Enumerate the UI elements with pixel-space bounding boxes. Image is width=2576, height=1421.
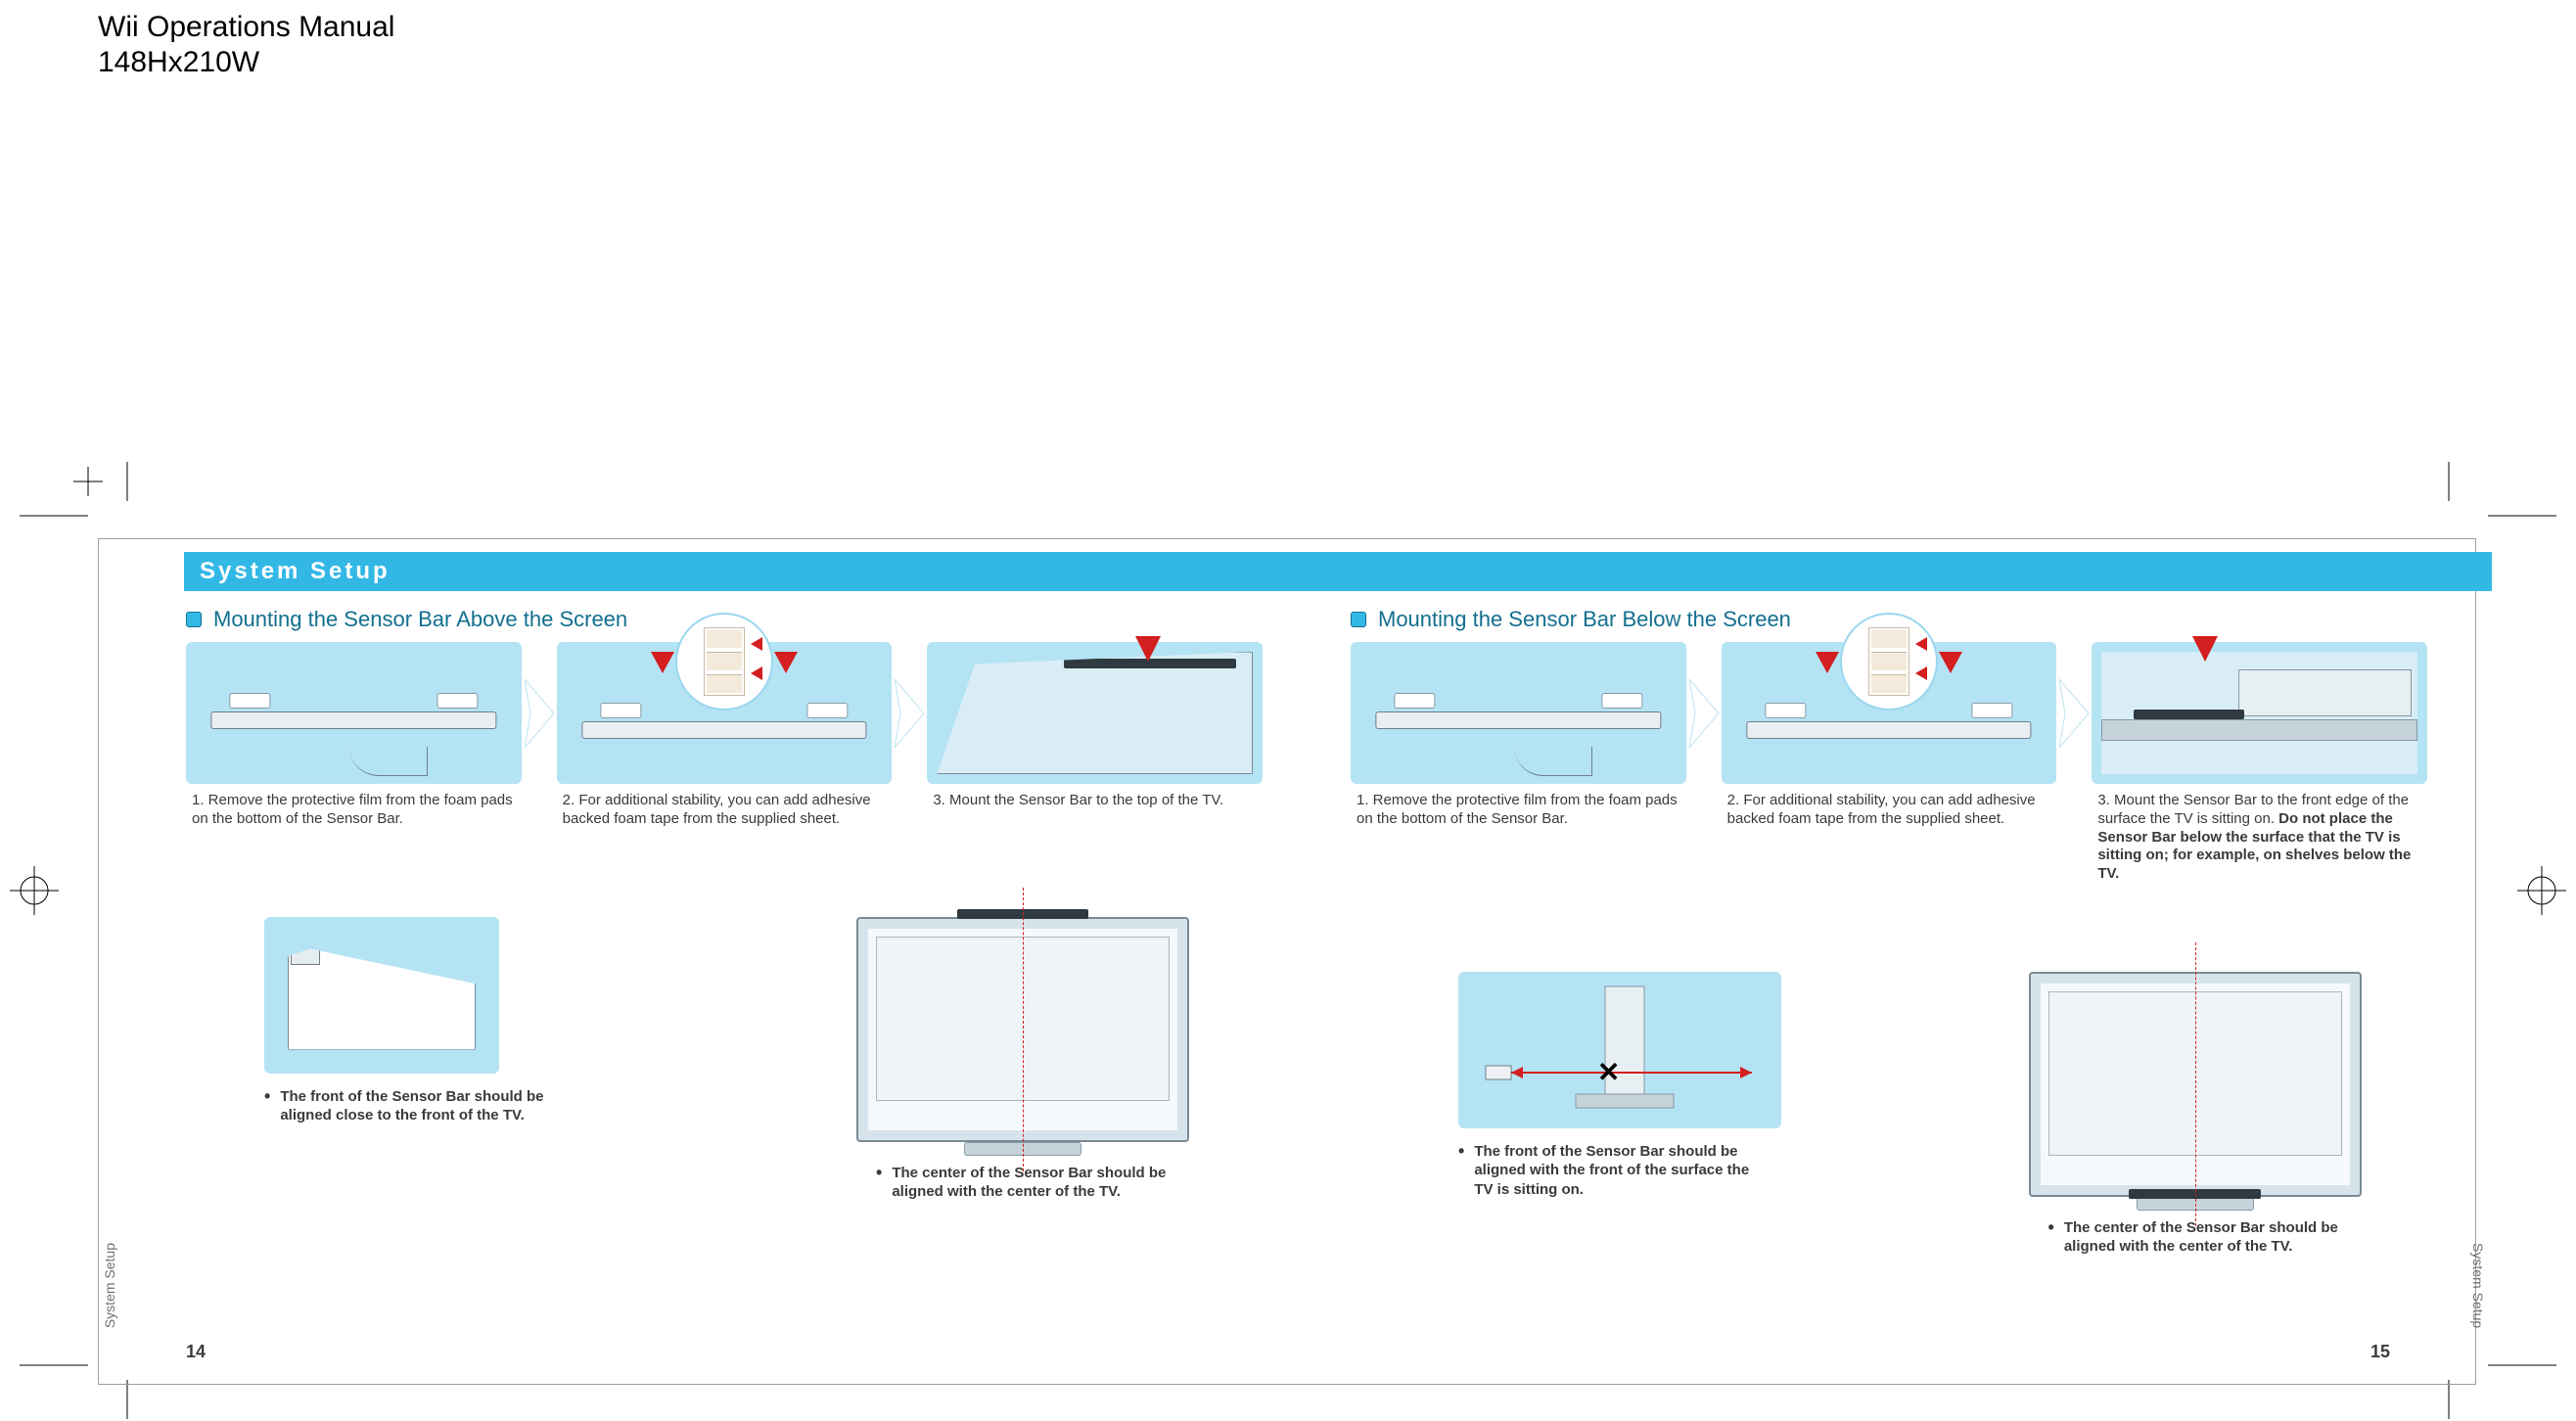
step-panel-1 (186, 642, 522, 784)
front-align-block: ✕ The front of the Sensor Bar should be … (1351, 972, 1923, 1257)
side-label-left: System Setup (102, 1243, 117, 1328)
center-line-icon (2195, 942, 2196, 1226)
foam-sheet-icon (704, 627, 745, 696)
center-line-icon (1023, 888, 1024, 1171)
foam-sheet-icon (1868, 627, 1909, 696)
step-panel-3 (2092, 642, 2427, 784)
left-page: Mounting the Sensor Bar Above the Screen (186, 607, 1263, 1202)
section-title-bar: System Setup (184, 552, 2474, 591)
captions-row: 1. Remove the protective film from the f… (1351, 792, 2427, 884)
tv-front-wrap (856, 917, 1189, 1142)
step-panel-1 (1351, 642, 1686, 784)
sensor-bar-illustration (1376, 711, 1661, 729)
pointer-icon (1915, 637, 1927, 651)
tv-side-illustration (264, 917, 499, 1074)
note-front: The front of the Sensor Bar should be al… (1458, 1142, 1752, 1200)
tv-perspective-illustration (937, 652, 1253, 774)
step-arrow-icon (892, 679, 927, 748)
tv-front-wrap (2029, 972, 2362, 1197)
center-align-block: The center of the Sensor Bar should be a… (783, 917, 1263, 1202)
step-caption-2: 2. For additional stability, you can add… (557, 792, 893, 829)
step-arrow-icon (1686, 679, 1722, 748)
step-arrow-icon (522, 679, 557, 748)
side-label-right: System Setup (2470, 1243, 2486, 1328)
note-front: The front of the Sensor Bar should be al… (264, 1087, 558, 1125)
front-align-block: The front of the Sensor Bar should be al… (186, 917, 744, 1202)
step-caption-3: 3. Mount the Sensor Bar to the front edg… (2092, 792, 2427, 884)
bottom-row: ✕ The front of the Sensor Bar should be … (1351, 972, 2427, 1257)
center-align-block: The center of the Sensor Bar should be a… (1962, 972, 2427, 1257)
bottom-row: The front of the Sensor Bar should be al… (186, 917, 1263, 1202)
doc-title: Wii Operations Manual (98, 10, 394, 45)
crop-mark-icon (20, 462, 157, 530)
foam-sheet-callout (1840, 613, 1938, 710)
subheading-text: Mounting the Sensor Bar Below the Screen (1378, 607, 1791, 632)
page-number-left: 14 (186, 1342, 206, 1362)
step-panel-3 (927, 642, 1263, 784)
wrong-placement-illustration: ✕ (1458, 972, 1781, 1128)
step-caption-1: 1. Remove the protective film from the f… (186, 792, 522, 829)
steps-row (186, 642, 1263, 784)
edge-tab (2466, 552, 2492, 591)
cross-icon: ✕ (1597, 1056, 1620, 1088)
steps-row (1351, 642, 2427, 784)
pointer-icon (1915, 666, 1927, 680)
doc-header: Wii Operations Manual 148Hx210W (98, 10, 394, 80)
foam-sheet-callout (675, 613, 773, 710)
crop-mark-icon (2419, 462, 2556, 530)
step-panel-2 (557, 642, 893, 784)
shelf-mount-illustration (2101, 652, 2417, 774)
reg-target-icon (0, 861, 88, 920)
section-title: System Setup (200, 558, 391, 585)
pointer-icon (751, 666, 762, 680)
page-root: Wii Operations Manual 148Hx210W System S… (0, 0, 2576, 1421)
step-caption-2: 2. For additional stability, you can add… (1722, 792, 2057, 884)
bullet-square-icon (1351, 612, 1366, 627)
pointer-icon (751, 637, 762, 651)
subheading-text: Mounting the Sensor Bar Above the Screen (213, 607, 627, 632)
sensor-bar-illustration (581, 721, 866, 739)
reg-target-icon (2488, 861, 2576, 920)
step-arrow-icon (2056, 679, 2092, 748)
sensor-bar-illustration (1746, 721, 2031, 739)
bullet-square-icon (186, 612, 202, 627)
right-page: Mounting the Sensor Bar Below the Screen (1351, 607, 2427, 1257)
captions-row: 1. Remove the protective film from the f… (186, 792, 1263, 829)
down-arrow-icon (1135, 636, 1161, 662)
wire-illustration (1514, 747, 1592, 776)
step-caption-1: 1. Remove the protective film from the f… (1351, 792, 1686, 884)
wire-illustration (349, 747, 428, 776)
step-panel-2 (1722, 642, 2057, 784)
step-caption-3: 3. Mount the Sensor Bar to the top of th… (927, 792, 1263, 829)
sensor-bar-illustration (211, 711, 496, 729)
doc-spec: 148Hx210W (98, 45, 394, 80)
down-arrow-icon (2192, 636, 2218, 662)
page-number-right: 15 (2370, 1342, 2390, 1362)
